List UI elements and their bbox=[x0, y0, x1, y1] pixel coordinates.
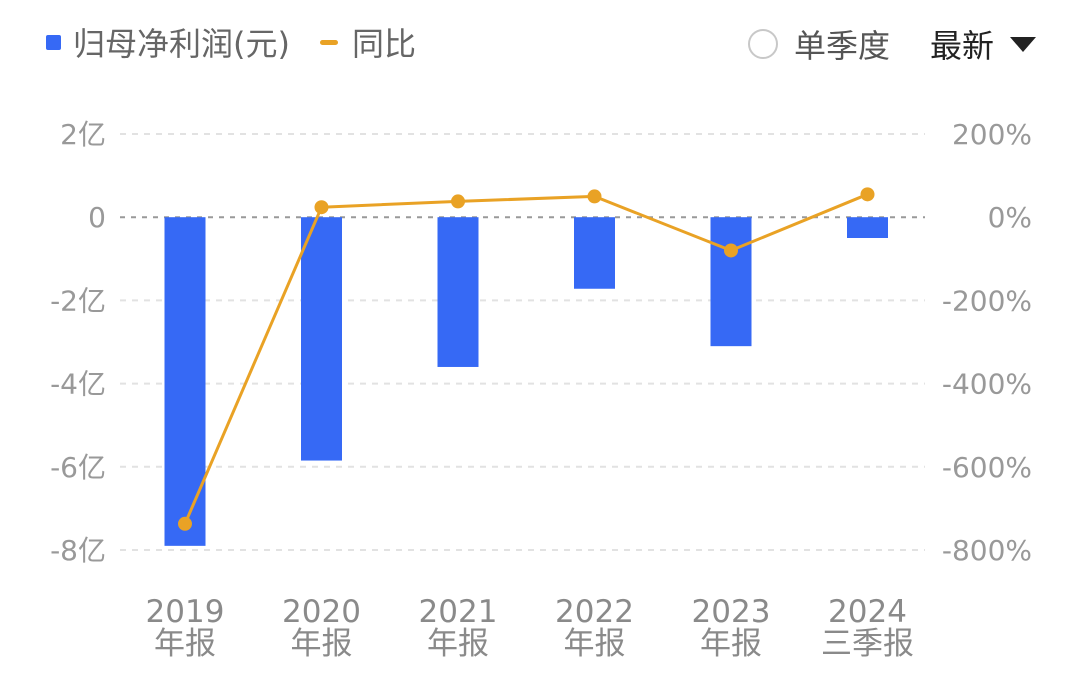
line-swatch-icon bbox=[319, 39, 338, 45]
legend-label-profit: 归母净利润(元) bbox=[73, 25, 290, 63]
x-tick-label-period: 年报 bbox=[564, 626, 626, 662]
profit-bar[interactable] bbox=[164, 217, 206, 546]
legend-item-yoy[interactable]: 同比 bbox=[319, 19, 416, 65]
profit-bar[interactable] bbox=[847, 217, 888, 238]
x-tick-label-year: 2022 bbox=[555, 594, 634, 630]
y-right-tick-label: 0% bbox=[988, 201, 1032, 234]
legend-item-profit[interactable]: 归母净利润(元) bbox=[46, 19, 290, 65]
chart-controls: 单季度 最新 bbox=[747, 18, 1036, 70]
period-dropdown-label[interactable]: 最新 bbox=[929, 27, 994, 65]
x-tick-label-period: 年报 bbox=[154, 626, 216, 662]
x-tick-label-period: 年报 bbox=[291, 626, 353, 662]
y-left-tick-label: 2亿 bbox=[60, 118, 106, 151]
dropdown-triangle-icon[interactable] bbox=[1010, 36, 1036, 52]
y-left-tick-label: -4亿 bbox=[50, 368, 106, 401]
y-right-tick-label: -400% bbox=[942, 368, 1032, 401]
y-right-tick-label: -200% bbox=[942, 284, 1032, 317]
y-right-tick-label: -600% bbox=[942, 451, 1032, 484]
quarterly-label[interactable]: 单季度 bbox=[793, 27, 890, 65]
profit-bar[interactable] bbox=[574, 217, 615, 289]
yoy-point[interactable] bbox=[724, 243, 738, 258]
x-tick-label-year: 2020 bbox=[282, 594, 361, 630]
yoy-point[interactable] bbox=[451, 194, 465, 209]
yoy-point[interactable] bbox=[178, 516, 192, 531]
x-tick-label-year: 2024 bbox=[828, 594, 907, 630]
axis-labels: 2亿 0 -2亿 -4亿 -6亿 -8亿 200% 0% -200% -400% -600% -800… bbox=[50, 118, 1032, 662]
yoy-line-series bbox=[178, 187, 875, 531]
profit-bar[interactable] bbox=[437, 217, 479, 367]
yoy-point[interactable] bbox=[314, 200, 329, 215]
quarterly-radio-icon[interactable] bbox=[747, 29, 778, 59]
x-tick-label-year: 2021 bbox=[419, 594, 498, 630]
profit-bar[interactable] bbox=[301, 217, 342, 461]
y-left-tick-label: 0 bbox=[88, 201, 106, 234]
bar-series bbox=[164, 217, 888, 546]
bar-swatch-icon bbox=[46, 34, 61, 50]
x-tick-label-period: 年报 bbox=[427, 626, 489, 662]
y-right-tick-label: 200% bbox=[952, 118, 1032, 151]
yoy-point[interactable] bbox=[860, 187, 875, 202]
y-left-tick-label: -6亿 bbox=[50, 451, 106, 484]
y-right-tick-label: -800% bbox=[942, 534, 1032, 567]
x-tick-label-period: 三季报 bbox=[821, 626, 914, 662]
x-tick-label-year: 2019 bbox=[146, 594, 225, 630]
x-tick-label-year: 2023 bbox=[692, 594, 771, 630]
grid-lines bbox=[120, 133, 925, 551]
y-left-tick-label: -2亿 bbox=[50, 284, 106, 317]
x-tick-label-period: 年报 bbox=[700, 626, 762, 662]
yoy-line bbox=[183, 192, 869, 525]
legend-label-yoy: 同比 bbox=[351, 25, 416, 63]
chart-legend: 归母净利润(元) 同比 bbox=[46, 18, 446, 66]
y-left-tick-label: -8亿 bbox=[50, 534, 106, 567]
yoy-point[interactable] bbox=[587, 189, 602, 204]
profit-bar[interactable] bbox=[710, 217, 752, 347]
